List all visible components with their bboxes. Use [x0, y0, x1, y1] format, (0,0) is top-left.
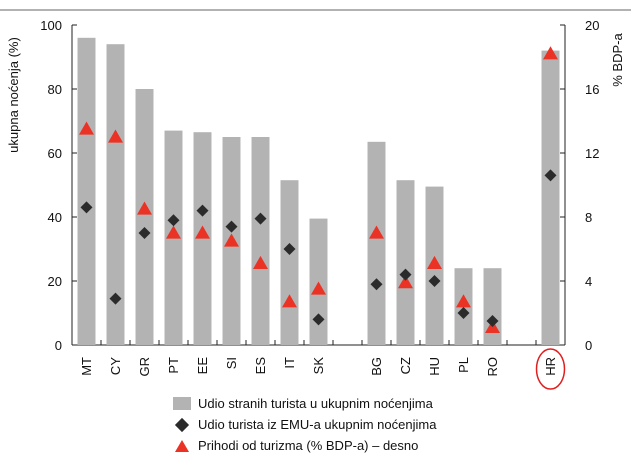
diamond-IT: [283, 243, 296, 255]
bar-GR: [135, 89, 154, 345]
triangle-SK: [311, 281, 326, 295]
diamond-SK: [312, 313, 325, 326]
triangle-GR: [137, 201, 152, 215]
x-tick-label-EE: EE: [195, 357, 210, 375]
diamond-PT: [167, 214, 180, 227]
y-tick-label: 20: [48, 274, 62, 289]
y2-tick-label: 12: [585, 146, 599, 161]
y2-tick-label: 0: [585, 338, 592, 353]
x-tick-label-HU: HU: [427, 357, 442, 376]
triangle-CZ: [398, 275, 413, 289]
bar-RO: [483, 268, 502, 345]
x-tick-label-SK: SK: [311, 357, 326, 375]
triangle-EE: [195, 225, 210, 239]
legend-triangle-marker: [172, 439, 192, 453]
triangle-IT: [282, 294, 297, 308]
legend-label-bars: Udio stranih turista u ukupnim noćenjima: [198, 396, 433, 411]
diamond-CY: [109, 292, 122, 305]
bar-IT: [280, 180, 299, 345]
diamond-RO: [486, 315, 499, 327]
triangle-ES: [253, 255, 268, 270]
y-axis-label: ukupna noćenja (%): [6, 37, 21, 153]
x-tick-label-GR: GR: [137, 357, 152, 377]
legend: Udio stranih turista u ukupnim noćenjima…: [172, 393, 436, 456]
y2-tick-label: 4: [585, 274, 592, 289]
legend-diamond-marker: [172, 417, 192, 432]
x-tick-label-SI: SI: [224, 357, 239, 369]
diamond-EE: [196, 204, 209, 217]
triangle-MT: [79, 121, 94, 135]
diamond-ES: [254, 212, 267, 225]
diamond-HU: [428, 275, 441, 287]
triangle-PL: [456, 294, 471, 308]
y-tick-label: 0: [55, 338, 62, 353]
y-tick-label: 60: [48, 146, 62, 161]
y-tick-label: 40: [48, 210, 62, 225]
triangle-PT: [166, 225, 181, 239]
x-tick-label-MT: MT: [79, 357, 94, 376]
diamond-MT: [80, 201, 93, 214]
y2-tick-label: 20: [585, 18, 599, 33]
y2-axis-label: % BDP-a: [610, 33, 625, 87]
plot-area: 0 20 40 60 80 100 0 4 8 12 16 20 MT CY GR PT EE SI ES IT SK B…: [40, 18, 599, 390]
diamond-PL: [457, 307, 470, 319]
bar-CZ: [396, 180, 415, 345]
bar-MT: [77, 37, 96, 346]
x-tick-label-IT: IT: [282, 357, 297, 369]
x-tick-label-CY: CY: [108, 357, 123, 375]
legend-item-bars: Udio stranih turista u ukupnim noćenjima: [172, 393, 436, 414]
y-tick-label: 100: [40, 18, 62, 33]
diamond-HR: [544, 169, 557, 182]
triangle-CY: [108, 129, 123, 143]
legend-bar-swatch: [172, 397, 192, 411]
y2-tick-label: 8: [585, 210, 592, 225]
legend-item-triangles: Prihodi od turizma (% BDP-a) – desno: [172, 435, 436, 456]
bar-ES: [251, 137, 270, 345]
x-tick-label-PT: PT: [166, 357, 181, 374]
y2-tick-label: 16: [585, 82, 599, 97]
legend-item-diamonds: Udio turista iz EMU-a ukupnim noćenjima: [172, 414, 436, 435]
bar-BG: [367, 141, 386, 345]
legend-label-triangles: Prihodi od turizma (% BDP-a) – desno: [198, 438, 419, 453]
x-tick-label-CZ: CZ: [398, 357, 413, 374]
x-tick-label-HR: HR: [543, 357, 558, 376]
diamond-SI: [225, 220, 238, 233]
diamond-GR: [138, 227, 151, 239]
bar-HR: [541, 50, 560, 345]
triangle-HR: [543, 46, 558, 60]
legend-label-diamonds: Udio turista iz EMU-a ukupnim noćenjima: [198, 417, 437, 432]
diamond-CZ: [399, 268, 412, 281]
x-tick-label-BG: BG: [369, 357, 384, 376]
highlight-circle: [535, 348, 566, 390]
triangle-HU: [427, 255, 442, 270]
x-tick-label-ES: ES: [253, 357, 268, 375]
x-tick-label-PL: PL: [456, 357, 471, 373]
triangle-BG: [369, 225, 384, 239]
y-tick-label: 80: [48, 82, 62, 97]
diamond-BG: [370, 278, 383, 291]
triangle-SI: [224, 233, 239, 247]
x-tick-label-RO: RO: [485, 357, 500, 377]
bar-CY: [106, 44, 125, 345]
